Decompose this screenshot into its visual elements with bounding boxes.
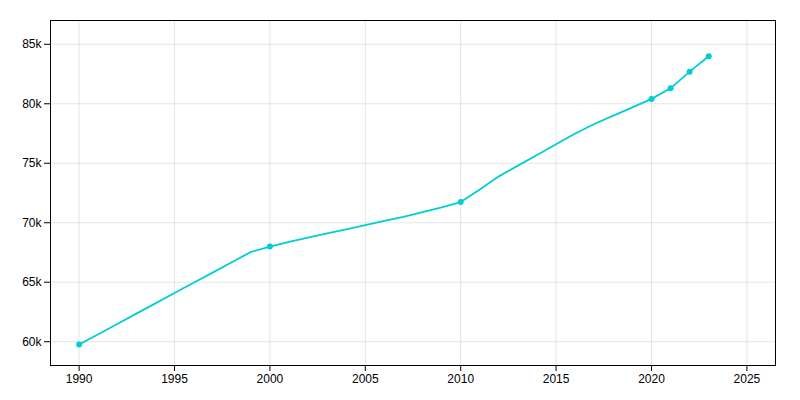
- svg-text:2015: 2015: [543, 372, 570, 386]
- svg-text:70k: 70k: [22, 216, 42, 230]
- svg-text:85k: 85k: [22, 37, 42, 51]
- svg-text:1990: 1990: [66, 372, 93, 386]
- svg-text:2020: 2020: [638, 372, 665, 386]
- svg-text:2000: 2000: [257, 372, 284, 386]
- svg-text:60k: 60k: [22, 335, 42, 349]
- svg-text:2005: 2005: [352, 372, 379, 386]
- svg-text:65k: 65k: [22, 275, 42, 289]
- svg-text:2025: 2025: [734, 372, 761, 386]
- svg-text:80k: 80k: [22, 97, 42, 111]
- svg-text:1995: 1995: [161, 372, 188, 386]
- svg-text:75k: 75k: [22, 156, 42, 170]
- svg-text:2010: 2010: [447, 372, 474, 386]
